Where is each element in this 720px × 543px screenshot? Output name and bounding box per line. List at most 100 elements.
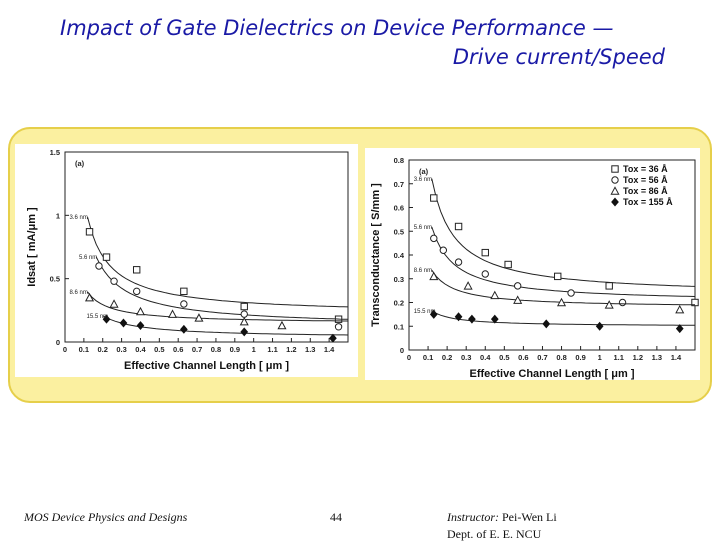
series-label: 15.5 nm [87, 314, 109, 320]
y-tick-label: 1.5 [50, 148, 60, 157]
y-tick-label: 0.5 [394, 227, 404, 236]
series-label: 3.6 nm [414, 177, 432, 183]
data-point [430, 194, 438, 202]
series-label: 5.6 nm [414, 225, 432, 231]
data-point [180, 287, 188, 296]
footer-page-number: 44 [330, 510, 342, 524]
y-tick-label: 0.8 [394, 156, 404, 165]
data-point [194, 313, 204, 322]
slide-title: Impact of Gate Dielectrics on Device Per… [60, 14, 665, 72]
data-point [95, 262, 103, 270]
legend-marker [611, 197, 619, 207]
data-point [132, 266, 141, 274]
transconductance-chart: 0 0.1 0.2 0.3 0.4 0.5 0.6 0.7 0.8 0.9 1 1.1 1.2 1.3 1.… [365, 148, 700, 380]
data-point [691, 298, 699, 307]
data-point [605, 282, 613, 290]
panel-tag: (a) [419, 167, 429, 176]
x-tick-label: 0.9 [575, 353, 585, 362]
data-point [604, 300, 614, 309]
x-tick-label: 0.3 [116, 345, 126, 354]
legend-entry: Tox = 36 Å [623, 164, 668, 174]
y-tick-label: 0 [56, 338, 60, 347]
data-point [84, 292, 95, 302]
series-label: 8.6 nm [70, 290, 88, 296]
series-label: 15.5 nm [414, 309, 436, 315]
slide-title-line-1: Impact of Gate Dielectrics on Device Per… [60, 16, 614, 40]
legend-entry: Tox = 155 Å [623, 197, 673, 207]
fit-curve [87, 217, 349, 308]
data-point [329, 333, 337, 343]
data-point [179, 324, 188, 334]
fit-curve [431, 226, 696, 297]
x-tick-label: 0.6 [173, 345, 183, 354]
legend-entry: Tox = 86 Å [623, 186, 668, 196]
data-point [618, 298, 627, 307]
legend-marker [611, 176, 619, 184]
series-15-5-nm: 15.5 nm [414, 309, 695, 334]
series-5-6-nm: 5.6 nm [414, 225, 696, 307]
fit-curve [431, 310, 695, 326]
legend-entry: Tox = 56 Å [623, 175, 668, 185]
data-point [504, 260, 512, 269]
data-point [240, 327, 249, 337]
data-point [119, 318, 128, 328]
data-point [675, 324, 684, 334]
idsat-chart: 0 0.1 0.2 0.3 0.4 0.5 0.6 0.7 0.8 0.9 1 1.1 1.2 1.3 1.… [15, 144, 358, 377]
y-tick-label: 0.7 [394, 180, 404, 189]
data-point [675, 304, 685, 314]
x-tick-label: 0.1 [79, 345, 89, 354]
series-5-6-nm: 5.6 nm [79, 255, 349, 331]
fit-curve [102, 315, 349, 336]
y-axis-label: Idsat [ mA/μm ] [26, 207, 38, 287]
x-tick-label: 1.3 [652, 353, 662, 362]
data-point [454, 312, 463, 322]
data-point [490, 314, 499, 324]
x-tick-label: 1.1 [267, 345, 277, 354]
y-tick-label: 0.4 [394, 251, 405, 260]
x-tick-label: 0.6 [518, 353, 528, 362]
data-point [430, 234, 438, 243]
data-point [429, 309, 438, 319]
fit-curve [95, 256, 349, 320]
data-point [102, 253, 111, 261]
data-point [180, 300, 188, 308]
x-tick-label: 0.2 [442, 353, 452, 362]
data-point [513, 295, 523, 304]
footer-instructor: Instructor: Pei-Wen Li Dept. of E. E. NC… [447, 509, 557, 543]
x-tick-label: 1 [598, 353, 602, 362]
plot-frame [64, 151, 349, 343]
data-point [513, 282, 522, 290]
data-point [567, 289, 575, 297]
series-15-5-nm: 15.5 nm [87, 314, 349, 343]
x-tick-label: 1.2 [633, 353, 643, 362]
y-tick-label: 0.3 [394, 275, 404, 284]
data-point [277, 320, 287, 330]
data-point [334, 323, 343, 331]
x-tick-label: 0.5 [499, 353, 509, 362]
data-point [595, 321, 604, 331]
data-point [481, 270, 489, 278]
x-axis-label: Effective Channel Length [ μm ] [469, 368, 634, 380]
x-tick-label: 1.3 [305, 345, 315, 354]
y-tick-label: 0.6 [394, 204, 404, 213]
data-point [168, 309, 178, 318]
data-point [481, 248, 489, 257]
data-point [554, 272, 562, 281]
x-tick-label: 0.4 [480, 353, 491, 362]
footer-course: MOS Device Physics and Designs [24, 510, 188, 524]
footer-instructor-name: Pei-Wen Li [499, 510, 557, 524]
footer-department: Dept. of E. E. NCU [447, 527, 542, 541]
x-tick-label: 0 [407, 353, 411, 362]
x-tick-label: 0.9 [230, 345, 240, 354]
x-tick-label: 0.1 [423, 353, 433, 362]
x-tick-label: 1.1 [614, 353, 624, 362]
legend-marker [611, 165, 619, 173]
y-tick-label: 0.1 [394, 322, 404, 331]
data-point [468, 314, 476, 324]
data-point [239, 316, 249, 326]
series-label: 8.6 nm [414, 268, 432, 274]
data-point [542, 319, 551, 329]
data-point [132, 287, 141, 296]
data-point [136, 321, 145, 330]
series-8-6-nm: 8.6 nm [414, 268, 695, 314]
